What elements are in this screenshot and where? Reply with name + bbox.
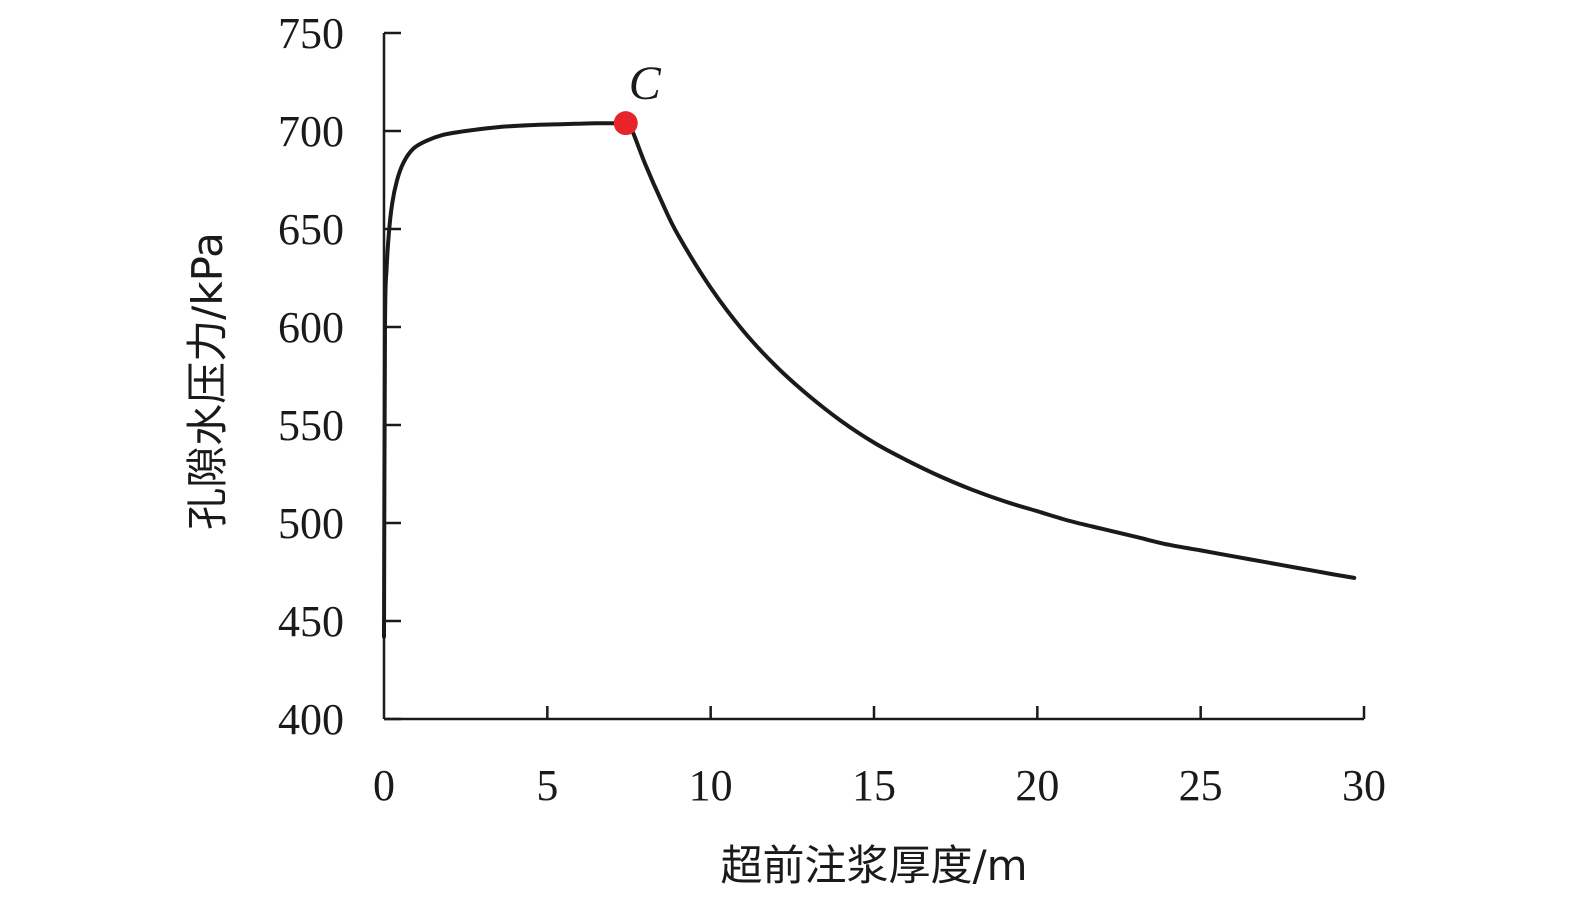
y-tick-label: 400 (278, 695, 344, 744)
x-tick-label: 20 (1015, 761, 1059, 810)
x-tick-label: 30 (1342, 761, 1386, 810)
y-tick-label: 450 (278, 597, 344, 646)
axes (382, 33, 1364, 721)
y-tick-label: 750 (278, 9, 344, 58)
peak-point-label: C (629, 57, 662, 110)
x-tick-label: 25 (1179, 761, 1223, 810)
x-tick-label: 0 (373, 761, 395, 810)
y-tick-label: 650 (278, 205, 344, 254)
x-ticks: 0 5 10 15 20 25 30 (373, 706, 1386, 810)
y-tick-label: 600 (278, 303, 344, 352)
annotations: C (613, 57, 662, 136)
y-tick-label: 700 (278, 107, 344, 156)
y-tick-label: 500 (278, 499, 344, 548)
x-tick-label: 10 (689, 761, 733, 810)
x-axis-title: 超前注浆厚度/m (720, 841, 1027, 890)
y-tick-label: 550 (278, 401, 344, 450)
y-axis-title: 孔隙水压力/kPa (183, 232, 232, 530)
y-ticks: 400 450 500 550 600 650 700 750 (278, 9, 401, 744)
pore-pressure-curve (382, 121, 1357, 639)
x-tick-label: 5 (536, 761, 558, 810)
x-tick-label: 15 (852, 761, 896, 810)
peak-point-marker (613, 111, 638, 136)
